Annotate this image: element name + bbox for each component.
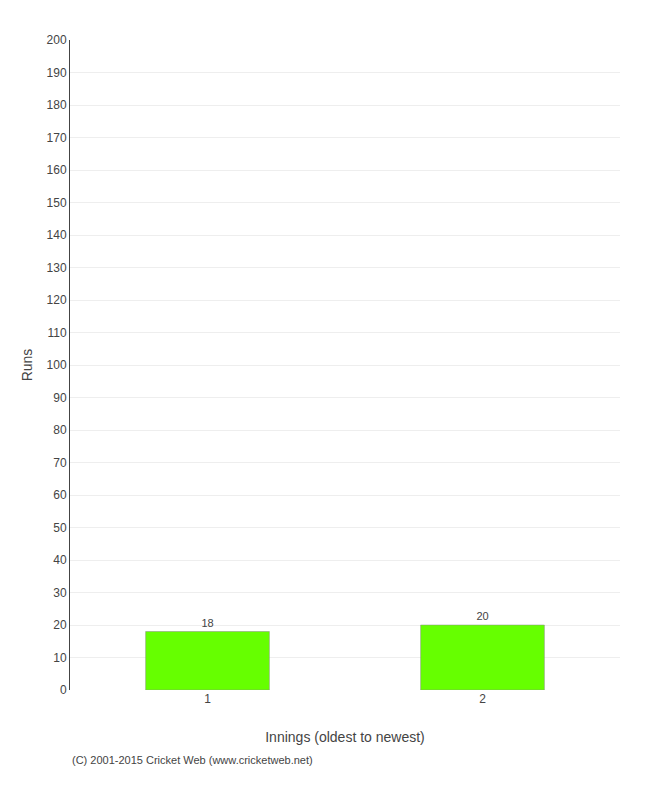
svg-text:20: 20: [53, 618, 67, 632]
svg-text:0: 0: [60, 683, 67, 697]
svg-text:2: 2: [479, 692, 486, 706]
svg-text:160: 160: [47, 163, 67, 177]
svg-text:140: 140: [47, 228, 67, 242]
svg-text:110: 110: [47, 326, 66, 340]
svg-text:200: 200: [47, 33, 67, 47]
svg-text:50: 50: [53, 521, 67, 535]
svg-text:70: 70: [53, 456, 67, 470]
svg-text:90: 90: [53, 391, 67, 405]
svg-text:40: 40: [53, 553, 67, 567]
svg-text:190: 190: [47, 66, 67, 80]
svg-text:10: 10: [53, 651, 67, 665]
svg-text:Innings (oldest to newest): Innings (oldest to newest): [265, 729, 425, 745]
svg-text:100: 100: [47, 358, 67, 372]
svg-text:1: 1: [204, 692, 211, 706]
svg-text:120: 120: [47, 293, 67, 307]
svg-text:60: 60: [53, 488, 67, 502]
svg-text:(C) 2001-2015 Cricket Web (www: (C) 2001-2015 Cricket Web (www.cricketwe…: [72, 754, 313, 766]
svg-text:20: 20: [476, 610, 488, 622]
svg-text:30: 30: [53, 586, 67, 600]
svg-text:150: 150: [47, 196, 67, 210]
svg-text:180: 180: [47, 98, 67, 112]
svg-text:170: 170: [47, 131, 67, 145]
svg-text:Runs: Runs: [19, 349, 35, 382]
svg-text:18: 18: [201, 617, 213, 629]
svg-text:130: 130: [47, 261, 67, 275]
svg-text:80: 80: [53, 423, 67, 437]
